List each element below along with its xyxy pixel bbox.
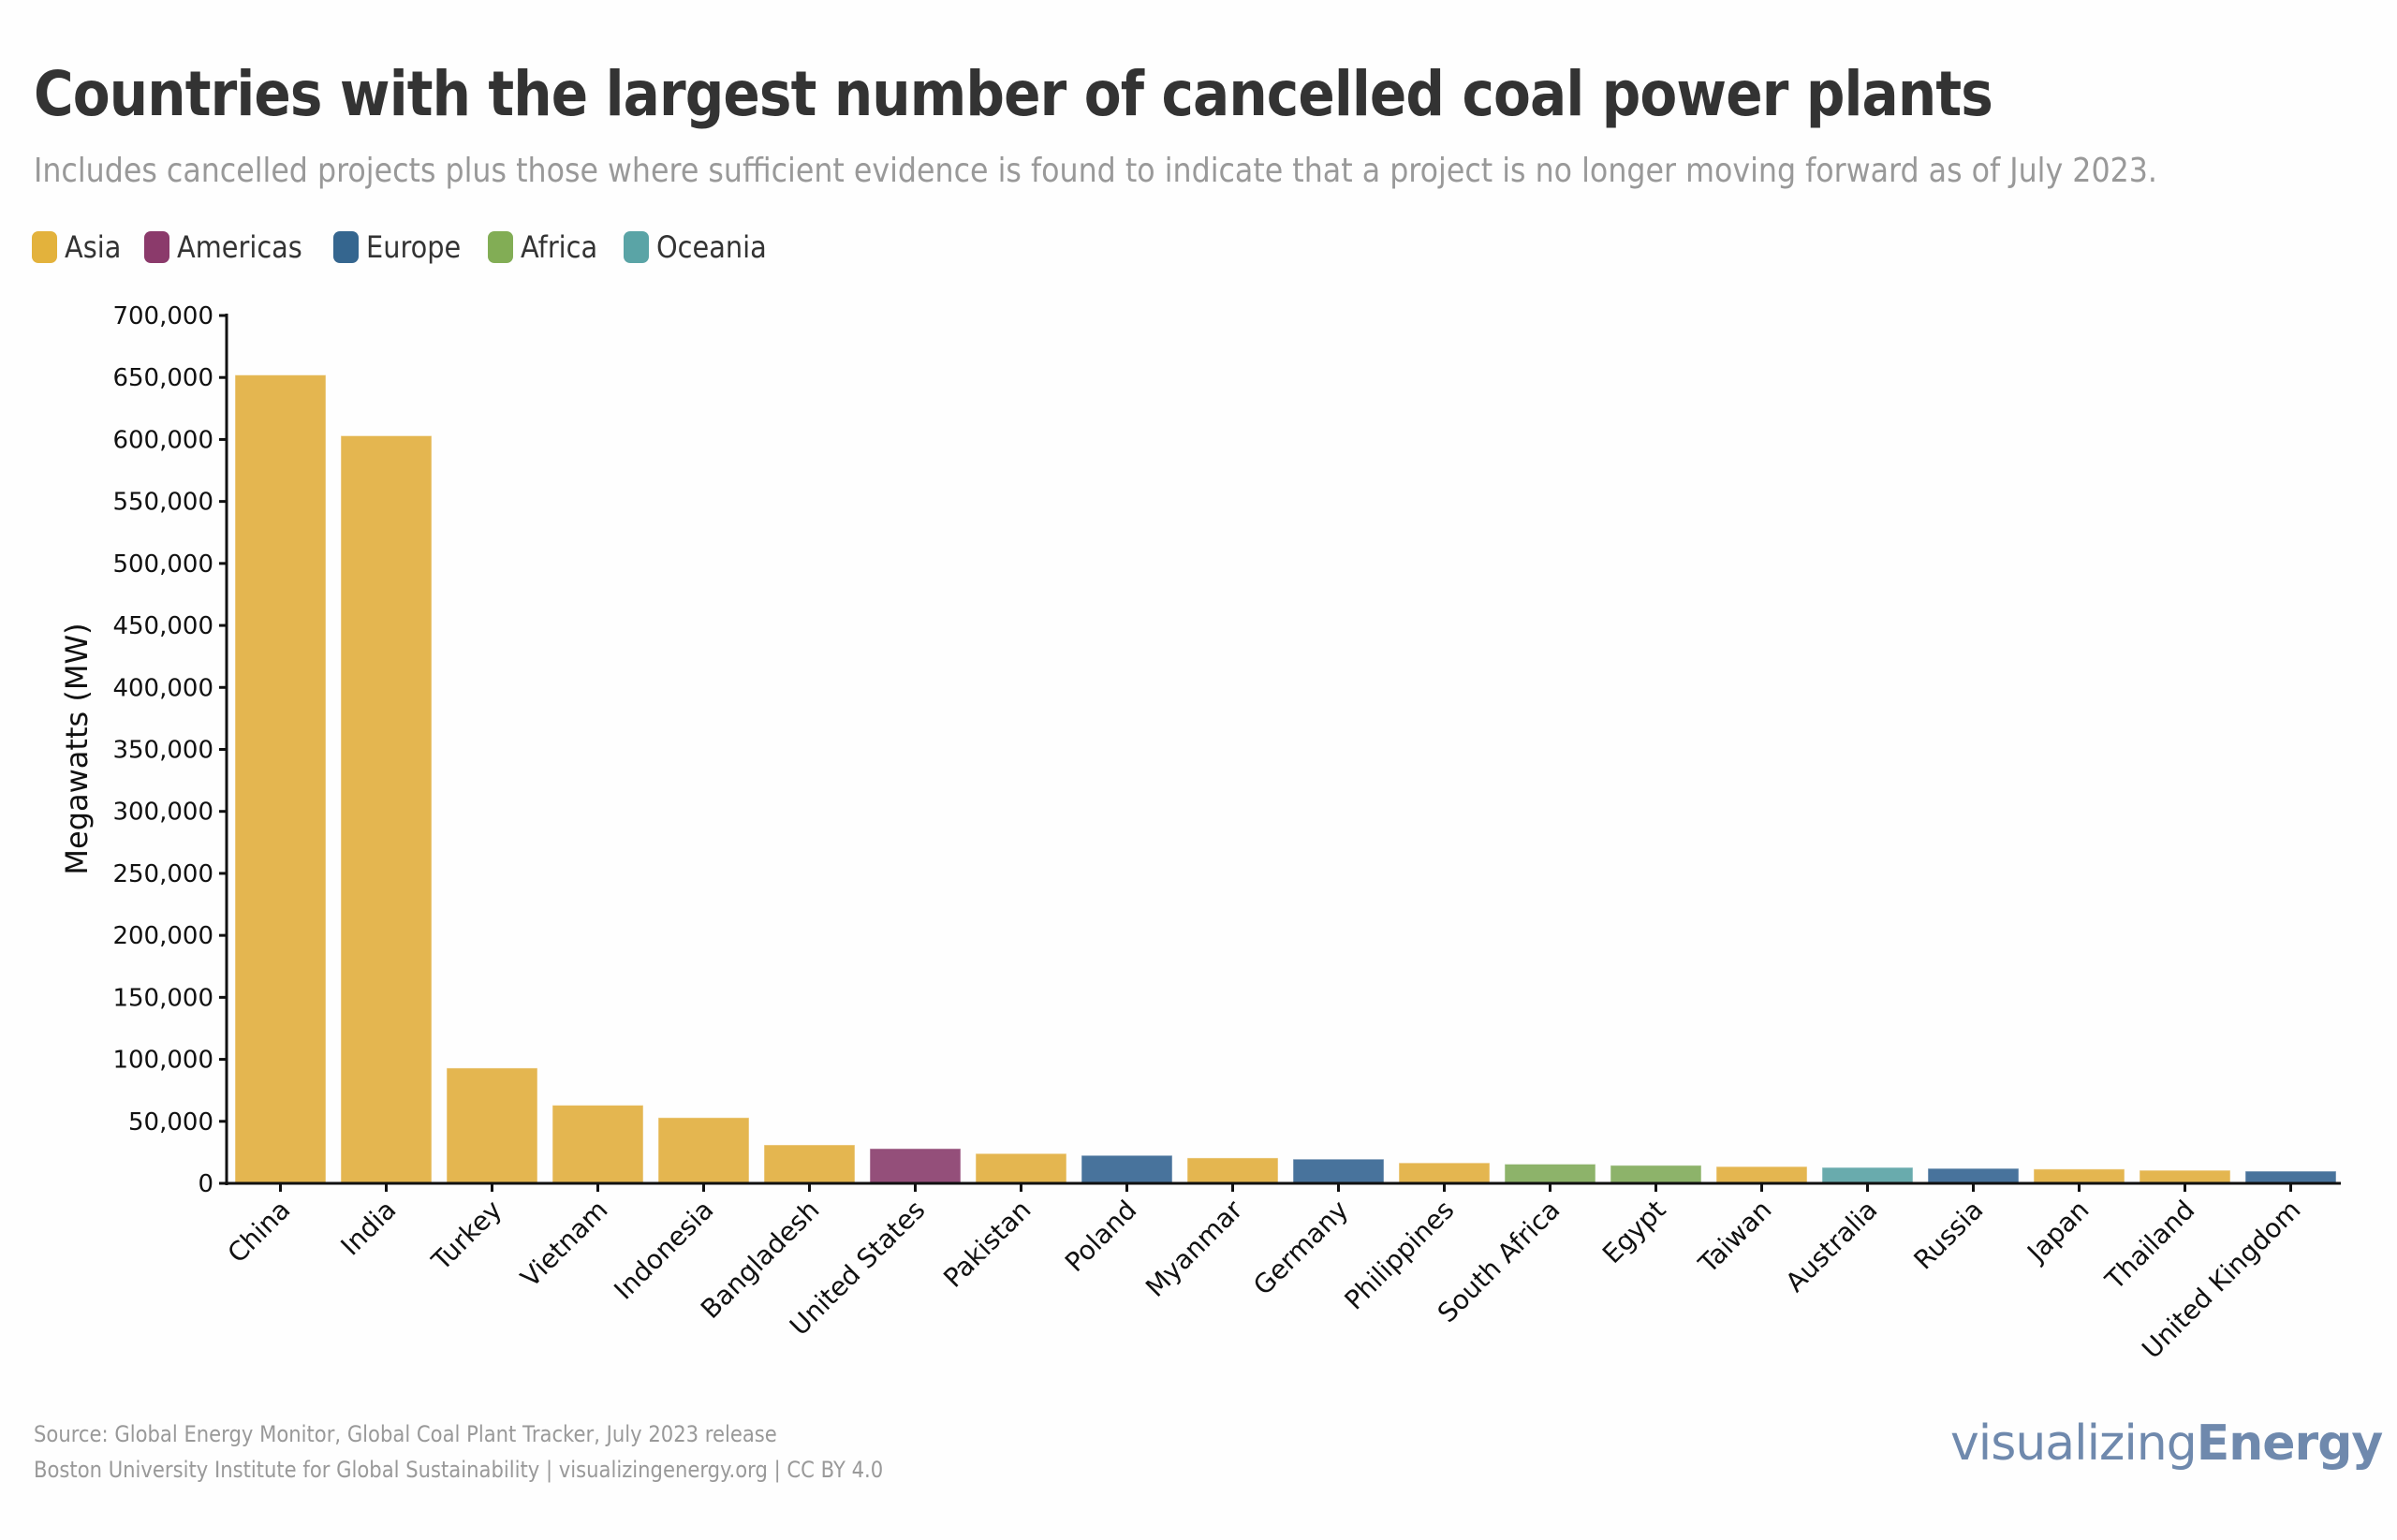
y-tick-label: 50,000 [128,1108,213,1137]
x-tick-label: Egypt [1596,1195,1671,1269]
y-tick-label: 100,000 [112,1047,213,1075]
bars [234,374,2337,1184]
x-tick-label: Germany [1247,1195,1354,1301]
bar-indonesia[interactable] [657,1117,750,1184]
y-tick-label: 400,000 [112,674,213,702]
legend-item-oceania[interactable]: Oceania [623,229,779,265]
x-tick-label: Vietnam [515,1195,614,1294]
bar-germany[interactable] [1292,1158,1385,1184]
x-tick-label: Turkey [425,1195,507,1277]
x-tick-label: Australia [1780,1195,1884,1298]
y-tick-label: 650,000 [112,364,213,392]
bar-russia[interactable] [1927,1167,2020,1184]
y-axis-label: Megawatts (MW) [59,623,95,874]
bar-bangladesh[interactable] [763,1144,856,1184]
bar-thailand[interactable] [2139,1169,2231,1184]
credit-note: Boston University Institute for Global S… [34,1457,884,1483]
legend: Asia Americas Europe Africa Oceania [32,229,795,265]
bar-myanmar[interactable] [1186,1157,1279,1184]
y-tick-label: 550,000 [112,489,213,517]
logo-bold-text: Energy [2196,1415,2384,1472]
x-tick-label: China [222,1195,297,1269]
chart-subtitle: Includes cancelled projects plus those w… [34,152,2158,190]
y-tick-label: 300,000 [112,799,213,827]
visualizing-energy-logo[interactable]: visualizingEnergy [1950,1415,2384,1472]
legend-label: Africa [521,229,598,265]
y-tick-label: 350,000 [112,737,213,765]
bar-philippines[interactable] [1398,1162,1491,1184]
legend-swatch-oceania [623,231,649,263]
x-tick-label: Taiwan [1692,1195,1777,1280]
chart-title: Countries with the largest number of can… [34,58,1993,130]
bar-south-africa[interactable] [1504,1163,1596,1184]
y-axis: 0 50,000 100,000 150,000 200,000 250,000 300,0… [112,302,228,1198]
bar-vietnam[interactable] [551,1105,644,1184]
bar-turkey[interactable] [446,1067,538,1184]
x-tick-label: Pakistan [937,1195,1037,1294]
bar-china[interactable] [234,374,327,1184]
bar-australia[interactable] [1821,1166,1914,1184]
bar-poland[interactable] [1081,1154,1173,1184]
legend-swatch-europe [332,231,359,263]
legend-swatch-africa [488,231,514,263]
y-tick-label: 700,000 [112,302,213,330]
legend-label: Asia [65,229,122,265]
y-tick-label: 600,000 [112,426,213,454]
x-axis: China India Turkey VietnamIndonesiaBanglade… [222,1181,2341,1365]
legend-item-americas[interactable]: Americas [144,229,316,265]
y-tick-label: 500,000 [112,550,213,579]
bar-pakistan[interactable] [975,1152,1067,1184]
bar-egypt[interactable] [1610,1165,1702,1184]
bar-taiwan[interactable] [1715,1166,1808,1184]
bar-united-states[interactable] [869,1148,962,1184]
source-note: Source: Global Energy Monitor, Global Co… [34,1421,777,1447]
legend-label: Europe [365,229,462,265]
x-tick-label: Thailand [2098,1195,2200,1297]
legend-item-europe[interactable]: Europe [332,229,472,265]
x-tick-label: Myanmar [1140,1194,1249,1303]
y-tick-label: 200,000 [112,922,213,950]
y-tick-label: 250,000 [112,860,213,888]
x-tick-label: Poland [1059,1195,1142,1278]
bar-india[interactable] [340,434,433,1184]
legend-swatch-asia [32,231,57,263]
x-tick-label: Japan [2020,1195,2095,1269]
y-tick-label: 0 [198,1170,213,1198]
legend-item-asia[interactable]: Asia [32,229,127,265]
bar-united-kingdom[interactable] [2244,1170,2337,1184]
x-tick-label: Russia [1907,1195,1989,1276]
legend-swatch-americas [144,231,170,263]
x-tick-label: Indonesia [608,1195,719,1306]
x-tick-label: India [335,1195,403,1262]
y-tick-label: 450,000 [112,612,213,640]
legend-label: Oceania [655,229,767,265]
legend-item-africa[interactable]: Africa [488,229,606,265]
logo-light-text: visualizing [1950,1415,2198,1472]
bar-japan[interactable] [2033,1168,2125,1184]
y-tick-label: 150,000 [112,984,213,1012]
legend-label: Americas [177,229,302,265]
